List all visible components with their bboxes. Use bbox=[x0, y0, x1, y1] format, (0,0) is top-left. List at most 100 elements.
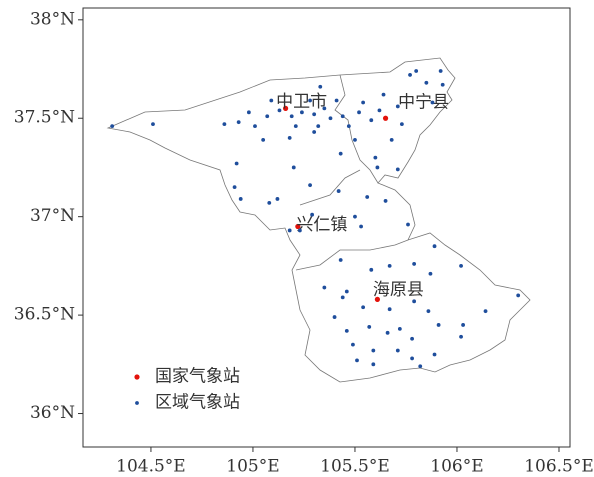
station-point bbox=[516, 293, 521, 298]
station-point bbox=[395, 104, 400, 109]
legend-label: 国家气象站 bbox=[155, 367, 240, 387]
station-point bbox=[287, 136, 292, 140]
county-border bbox=[334, 74, 379, 184]
station-point bbox=[340, 295, 345, 300]
station-point bbox=[322, 285, 327, 290]
station-point bbox=[336, 189, 341, 193]
x-tick-label: 106°E bbox=[430, 457, 483, 477]
station-point bbox=[357, 110, 361, 115]
station-point bbox=[151, 122, 155, 127]
station-point bbox=[334, 98, 339, 103]
station-point bbox=[282, 105, 289, 111]
station-point bbox=[297, 228, 302, 233]
station-point bbox=[385, 330, 390, 335]
station-point bbox=[275, 197, 280, 201]
station-point bbox=[261, 137, 266, 142]
station-point bbox=[234, 161, 239, 166]
station-point bbox=[359, 224, 363, 229]
station-point bbox=[353, 137, 357, 142]
station-point bbox=[312, 112, 317, 117]
station-point bbox=[265, 114, 270, 119]
station-point bbox=[295, 223, 301, 230]
station-point bbox=[365, 195, 370, 199]
station-point bbox=[338, 151, 343, 156]
station-point bbox=[236, 120, 241, 125]
y-tick-label: 38°N bbox=[30, 9, 75, 29]
station-point bbox=[355, 358, 359, 363]
x-tick-label: 104.5°E bbox=[116, 457, 186, 477]
station-point bbox=[395, 167, 400, 172]
station-label: 兴仁镇 bbox=[296, 215, 347, 235]
station-point bbox=[438, 69, 443, 73]
station-point bbox=[253, 124, 257, 129]
station-label: 海原县 bbox=[373, 280, 424, 300]
station-point bbox=[232, 185, 237, 190]
station-point bbox=[367, 325, 372, 329]
station-point bbox=[351, 342, 355, 347]
x-tick-label: 105°E bbox=[226, 457, 279, 477]
station-point bbox=[373, 155, 378, 160]
station-point bbox=[322, 106, 327, 111]
station-point bbox=[369, 267, 374, 272]
x-tick-label: 105.5°E bbox=[320, 457, 390, 477]
station-point bbox=[426, 309, 431, 314]
station-point bbox=[277, 108, 282, 113]
station-point bbox=[408, 73, 412, 77]
station-point bbox=[371, 348, 376, 353]
station-point bbox=[418, 364, 423, 369]
station-point bbox=[293, 124, 298, 129]
station-point bbox=[269, 98, 274, 103]
station-point bbox=[459, 263, 463, 268]
station-point bbox=[375, 165, 380, 170]
station-point bbox=[387, 307, 392, 312]
station-point bbox=[332, 315, 337, 319]
station-point bbox=[430, 100, 435, 105]
station-point bbox=[340, 114, 345, 119]
legend-marker bbox=[134, 374, 140, 380]
station-point bbox=[395, 348, 400, 353]
station-point bbox=[377, 108, 382, 113]
station-point bbox=[289, 114, 294, 119]
station-point bbox=[410, 356, 414, 361]
station-point bbox=[389, 137, 394, 142]
station-point bbox=[361, 100, 366, 105]
station-point bbox=[399, 122, 404, 127]
station-point bbox=[436, 323, 441, 327]
county-border bbox=[299, 169, 361, 206]
station-point bbox=[338, 258, 343, 262]
station-point bbox=[353, 214, 357, 219]
station-point bbox=[410, 336, 414, 341]
station-point bbox=[361, 305, 366, 310]
station-point bbox=[318, 84, 323, 89]
station-point bbox=[432, 352, 437, 357]
x-tick-label: 106.5°E bbox=[524, 457, 594, 477]
station-point bbox=[432, 244, 437, 249]
station-point bbox=[459, 334, 463, 339]
station-point bbox=[316, 124, 321, 129]
station-point bbox=[346, 124, 351, 129]
station-point bbox=[381, 92, 386, 97]
station-point bbox=[222, 122, 227, 127]
legend-label: 区域气象站 bbox=[155, 393, 240, 413]
station-point bbox=[374, 296, 381, 302]
y-tick-label: 36.5°N bbox=[14, 305, 75, 325]
station-label: 中宁县 bbox=[398, 93, 449, 113]
station-point bbox=[369, 118, 374, 123]
station-point bbox=[310, 212, 315, 217]
y-tick-label: 37.5°N bbox=[14, 108, 75, 128]
station-point bbox=[383, 199, 388, 203]
station-point bbox=[424, 80, 429, 85]
station-point bbox=[308, 98, 312, 103]
legend-marker bbox=[135, 401, 139, 405]
county-border bbox=[295, 239, 409, 271]
station-point bbox=[344, 328, 349, 333]
station-point bbox=[387, 263, 392, 268]
station-point bbox=[414, 69, 419, 73]
station-point bbox=[308, 183, 312, 188]
station-point bbox=[300, 110, 304, 115]
station-point bbox=[287, 228, 292, 233]
station-point bbox=[412, 262, 417, 266]
station-point bbox=[328, 116, 333, 121]
station-point bbox=[238, 197, 243, 201]
